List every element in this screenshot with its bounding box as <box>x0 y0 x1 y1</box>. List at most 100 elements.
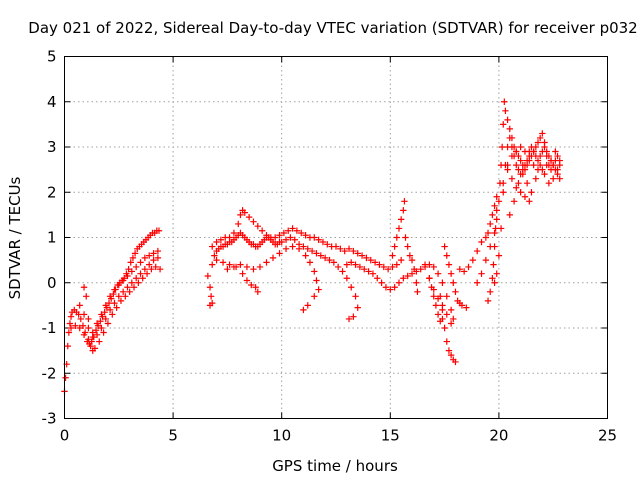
data-point <box>110 290 117 298</box>
data-point <box>450 315 457 323</box>
data-point <box>304 245 311 253</box>
data-point <box>80 311 88 318</box>
data-point <box>326 256 333 264</box>
data-point <box>400 275 407 282</box>
data-point <box>430 293 437 300</box>
data-point <box>289 225 296 232</box>
data-point <box>77 315 84 323</box>
data-point <box>456 265 464 273</box>
data-point <box>315 286 322 293</box>
data-point <box>97 318 104 325</box>
data-point <box>545 180 553 187</box>
data-point <box>280 229 288 237</box>
data-point <box>289 243 296 250</box>
data-point <box>98 324 105 332</box>
data-point <box>352 261 359 268</box>
data-point <box>211 252 218 259</box>
data-point <box>402 234 409 241</box>
data-point <box>67 324 75 332</box>
data-point <box>141 265 149 273</box>
data-point <box>508 143 516 151</box>
data-point <box>447 351 455 359</box>
data-point <box>482 256 490 264</box>
data-point <box>414 288 421 295</box>
data-point <box>526 152 533 160</box>
data-point <box>541 143 548 151</box>
data-point <box>447 270 455 277</box>
data-point <box>278 238 285 246</box>
data-point <box>443 311 450 318</box>
chart-title: Day 021 of 2022, Sidereal Day-to-day VTE… <box>28 19 637 37</box>
data-point <box>137 259 144 266</box>
data-point <box>241 209 248 216</box>
data-point <box>445 261 453 268</box>
data-point <box>66 320 74 327</box>
data-point <box>285 227 292 234</box>
data-point <box>313 277 320 284</box>
data-point <box>493 207 500 214</box>
data-point <box>521 148 529 155</box>
data-point <box>102 302 109 309</box>
data-point <box>226 234 233 241</box>
data-point <box>521 193 529 200</box>
data-point <box>256 263 264 271</box>
data-point <box>492 225 499 232</box>
x-tick-label: 10 <box>272 427 291 445</box>
y-tick-label: 2 <box>47 183 57 201</box>
data-point <box>506 134 513 142</box>
data-point <box>484 297 492 305</box>
data-point <box>395 279 403 286</box>
data-point <box>408 270 416 277</box>
data-point <box>80 331 88 338</box>
data-point <box>554 166 561 173</box>
data-point <box>487 220 494 228</box>
data-point <box>207 293 215 300</box>
data-point <box>539 130 546 137</box>
data-point <box>513 161 520 169</box>
data-point <box>397 256 405 264</box>
data-point <box>439 315 446 323</box>
data-point <box>339 268 346 275</box>
data-point <box>98 311 105 318</box>
data-point <box>129 254 137 262</box>
data-point <box>146 261 153 268</box>
data-point <box>126 288 133 295</box>
data-point <box>302 252 309 259</box>
data-point <box>491 229 498 237</box>
data-point <box>258 227 266 234</box>
data-point <box>113 304 120 311</box>
data-point <box>154 247 162 255</box>
data-point <box>439 306 446 314</box>
data-point <box>111 299 118 307</box>
data-point <box>391 284 398 291</box>
data-point <box>127 259 134 266</box>
data-point <box>287 234 294 241</box>
data-point <box>491 243 498 250</box>
data-point <box>426 275 433 282</box>
data-point <box>76 302 83 309</box>
data-point <box>354 250 361 257</box>
data-point <box>219 259 227 266</box>
data-point <box>311 234 318 241</box>
data-point <box>269 254 277 262</box>
data-point <box>500 121 507 128</box>
data-point <box>450 279 457 286</box>
data-point <box>62 374 69 381</box>
data-point <box>508 152 516 160</box>
y-tick-label: 0 <box>47 274 57 292</box>
data-point <box>122 293 129 300</box>
data-point <box>130 284 138 291</box>
data-point <box>76 324 83 332</box>
data-point <box>213 256 220 264</box>
data-point <box>501 98 508 105</box>
data-point <box>387 286 394 293</box>
data-point <box>252 284 259 291</box>
grid-lines <box>64 56 608 419</box>
data-point <box>452 288 459 295</box>
data-point <box>85 315 92 323</box>
data-point <box>250 218 257 225</box>
data-point <box>434 311 442 318</box>
data-point <box>495 252 503 259</box>
data-point <box>85 336 92 343</box>
